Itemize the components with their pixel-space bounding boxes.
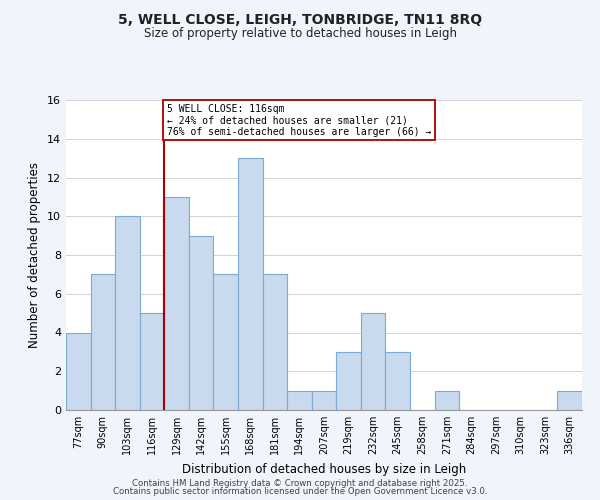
Text: 5, WELL CLOSE, LEIGH, TONBRIDGE, TN11 8RQ: 5, WELL CLOSE, LEIGH, TONBRIDGE, TN11 8R… xyxy=(118,12,482,26)
Text: Contains HM Land Registry data © Crown copyright and database right 2025.: Contains HM Land Registry data © Crown c… xyxy=(132,478,468,488)
Bar xyxy=(336,352,361,410)
Bar xyxy=(312,390,336,410)
Bar xyxy=(434,390,459,410)
Bar xyxy=(238,158,263,410)
Text: Size of property relative to detached houses in Leigh: Size of property relative to detached ho… xyxy=(143,28,457,40)
Bar xyxy=(361,313,385,410)
Text: 5 WELL CLOSE: 116sqm
← 24% of detached houses are smaller (21)
76% of semi-detac: 5 WELL CLOSE: 116sqm ← 24% of detached h… xyxy=(167,104,431,137)
Text: Contains public sector information licensed under the Open Government Licence v3: Contains public sector information licen… xyxy=(113,487,487,496)
Y-axis label: Number of detached properties: Number of detached properties xyxy=(28,162,41,348)
Bar xyxy=(115,216,140,410)
Bar xyxy=(287,390,312,410)
X-axis label: Distribution of detached houses by size in Leigh: Distribution of detached houses by size … xyxy=(182,462,466,475)
Bar xyxy=(385,352,410,410)
Bar xyxy=(263,274,287,410)
Bar xyxy=(557,390,582,410)
Bar xyxy=(189,236,214,410)
Bar xyxy=(91,274,115,410)
Bar xyxy=(164,197,189,410)
Bar xyxy=(140,313,164,410)
Bar xyxy=(214,274,238,410)
Bar xyxy=(66,332,91,410)
